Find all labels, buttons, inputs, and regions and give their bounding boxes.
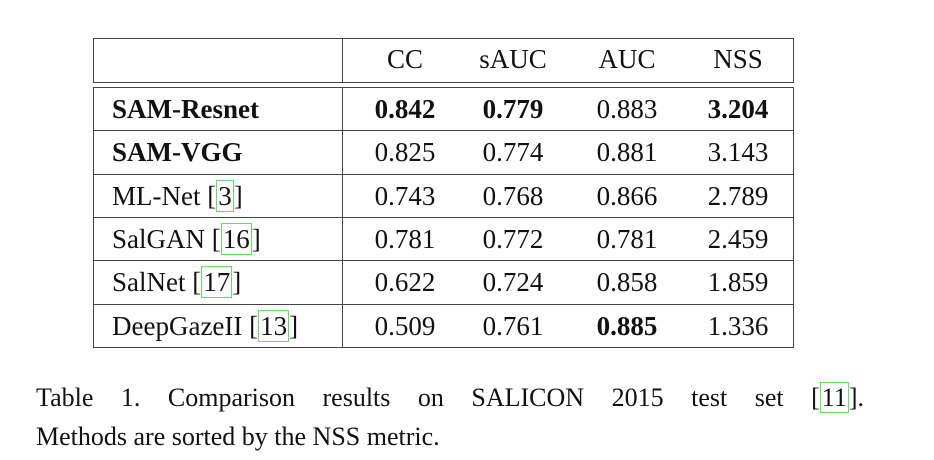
metric-value: 3.204 bbox=[707, 94, 769, 124]
metric-value: 0.842 bbox=[374, 94, 436, 124]
metric-value: 0.509 bbox=[374, 310, 436, 341]
metric-value: 0.768 bbox=[482, 180, 544, 211]
metric-value: 0.881 bbox=[596, 137, 658, 168]
method-name: SalGAN [16] bbox=[112, 222, 261, 255]
metric-value: 0.779 bbox=[482, 94, 544, 124]
column-header: AUC bbox=[598, 44, 656, 74]
metric-value: 3.143 bbox=[707, 137, 769, 168]
metric-value: 0.858 bbox=[596, 267, 658, 298]
row-divider bbox=[93, 216, 794, 218]
citation-link[interactable]: 17 bbox=[201, 266, 233, 299]
row-divider bbox=[93, 303, 794, 305]
metric-value: 0.622 bbox=[374, 267, 436, 298]
metric-value: 2.789 bbox=[707, 180, 769, 211]
metric-value: 0.743 bbox=[374, 180, 436, 211]
table-caption-line2: Methods are sorted by the NSS metric. bbox=[36, 422, 440, 451]
method-name: SAM-Resnet bbox=[112, 94, 259, 124]
column-divider bbox=[342, 38, 343, 83]
column-header: sAUC bbox=[479, 44, 547, 74]
metric-value: 0.724 bbox=[482, 267, 544, 298]
method-name: SAM-VGG bbox=[112, 137, 243, 168]
citation-link[interactable]: 13 bbox=[258, 309, 290, 342]
metric-value: 0.866 bbox=[596, 180, 658, 211]
method-name: SalNet [17] bbox=[112, 266, 242, 299]
citation-link[interactable]: 16 bbox=[220, 222, 252, 255]
metric-value: 0.781 bbox=[374, 223, 436, 254]
metric-value: 1.336 bbox=[707, 310, 769, 341]
metric-value: 0.781 bbox=[596, 223, 658, 254]
metric-value: 0.883 bbox=[596, 94, 658, 124]
metric-value: 2.459 bbox=[707, 223, 769, 254]
metric-value: 0.825 bbox=[374, 137, 436, 168]
metric-value: 1.859 bbox=[707, 267, 769, 298]
method-name: DeepGazeII [13] bbox=[112, 309, 299, 342]
row-divider bbox=[93, 260, 794, 262]
column-header: CC bbox=[386, 44, 424, 74]
column-header: NSS bbox=[713, 44, 763, 74]
method-name: ML-Net [3] bbox=[112, 179, 243, 212]
citation-link[interactable]: 11 bbox=[819, 382, 849, 413]
metric-value: 0.772 bbox=[482, 223, 544, 254]
row-divider bbox=[93, 173, 794, 175]
metric-value: 0.774 bbox=[482, 137, 544, 168]
table-caption: Table 1. Comparison results on SALICON 2… bbox=[36, 382, 864, 413]
metric-value: 0.761 bbox=[482, 310, 544, 341]
header-box bbox=[93, 38, 794, 83]
metric-value: 0.885 bbox=[596, 310, 658, 341]
citation-link[interactable]: 3 bbox=[216, 179, 234, 212]
row-divider bbox=[93, 130, 794, 132]
